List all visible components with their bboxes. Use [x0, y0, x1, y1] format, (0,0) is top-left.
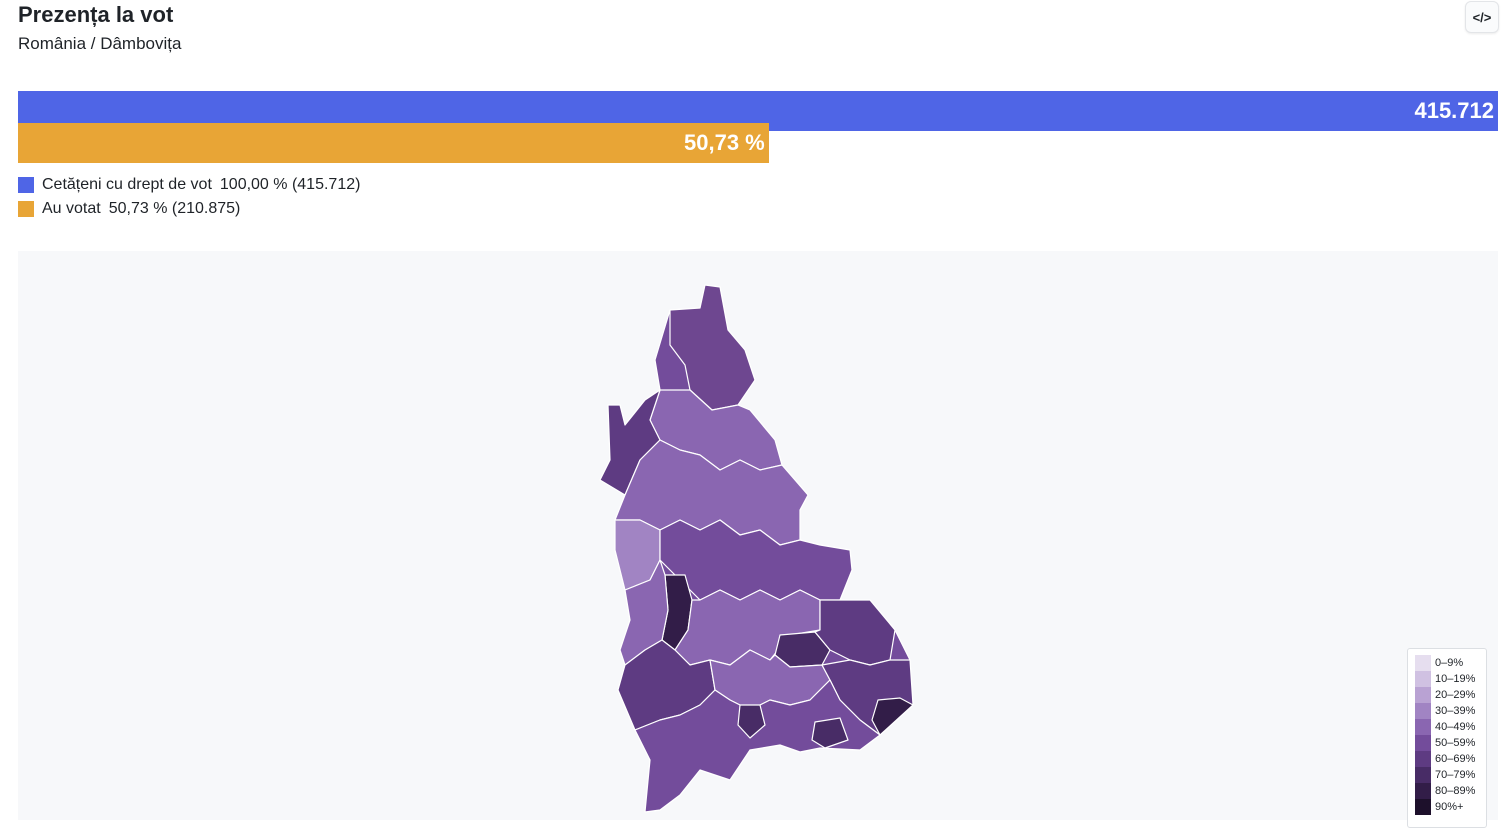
legend-row: Cetățeni cu drept de vot 100,00 % (415.71… [18, 173, 360, 197]
map-legend-label: 70–79% [1435, 769, 1476, 781]
turnout-bar: 50,73 % [18, 123, 769, 163]
map-legend-swatch [1415, 687, 1431, 703]
map-legend-label: 80–89% [1435, 785, 1476, 797]
map-legend-row: 40–49% [1415, 719, 1486, 735]
map-legend-label: 90%+ [1435, 801, 1464, 813]
turnout-legend: Cetățeni cu drept de vot 100,00 % (415.71… [18, 173, 360, 221]
bar-label: 50,73 % [684, 130, 765, 155]
map-legend-label: 30–39% [1435, 705, 1476, 717]
map-legend-swatch [1415, 671, 1431, 687]
subtitle: România / Dâmbovița [18, 34, 182, 53]
bar-label: 415.712 [1414, 98, 1494, 123]
map-region [811, 717, 849, 749]
map-region [599, 389, 661, 496]
legend-value: 50,73 % (210.875) [108, 200, 241, 217]
map-legend-swatch [1415, 767, 1431, 783]
legend-swatch [18, 177, 34, 193]
map-legend-label: 10–19% [1435, 673, 1476, 685]
county-map [599, 284, 914, 813]
map-legend-swatch [1415, 703, 1431, 719]
embed-button[interactable]: </> [1465, 1, 1499, 33]
map-legend-swatch [1415, 751, 1431, 767]
map-legend-swatch [1415, 719, 1431, 735]
map-panel: 0–9% 10–19% 20–29% 30–39% 40–49% 50–59% 60–69%… [18, 251, 1498, 828]
legend-value: 100,00 % (415.712) [219, 176, 361, 193]
map-legend-row: 90%+ [1415, 799, 1486, 815]
map-legend-swatch [1415, 735, 1431, 751]
map-legend-label: 60–69% [1435, 753, 1476, 765]
title: Prezența la vot [18, 2, 174, 27]
map-legend-row: 30–39% [1415, 703, 1486, 719]
map-legend-label: 40–49% [1435, 721, 1476, 733]
map-region [871, 697, 914, 736]
map-region [634, 679, 881, 813]
legend-swatch [18, 201, 34, 217]
map-legend-swatch [1415, 655, 1431, 671]
map-legend-row: 10–19% [1415, 671, 1486, 687]
map-legend-label: 50–59% [1435, 737, 1476, 749]
map-region [737, 704, 766, 739]
map-legend-row: 0–9% [1415, 655, 1486, 671]
map-legend-row: 80–89% [1415, 783, 1486, 799]
legend-name: Au votat [42, 200, 101, 217]
map-legend-label: 0–9% [1435, 657, 1464, 669]
map-legend-row: 70–79% [1415, 767, 1486, 783]
turnout-bars: 415.712 50,73 % [18, 91, 1498, 163]
map-legend-row: 50–59% [1415, 735, 1486, 751]
legend-name: Cetățeni cu drept de vot [42, 176, 212, 193]
legend-row: Au votat 50,73 % (210.875) [18, 197, 360, 221]
map-legend-row: 60–69% [1415, 751, 1486, 767]
map-legend: 0–9% 10–19% 20–29% 30–39% 40–49% 50–59% 60–69%… [1407, 648, 1487, 828]
map-legend-swatch [1415, 783, 1431, 799]
map-legend-row: 20–29% [1415, 687, 1486, 703]
map-legend-label: 20–29% [1435, 689, 1476, 701]
map-legend-swatch [1415, 799, 1431, 815]
